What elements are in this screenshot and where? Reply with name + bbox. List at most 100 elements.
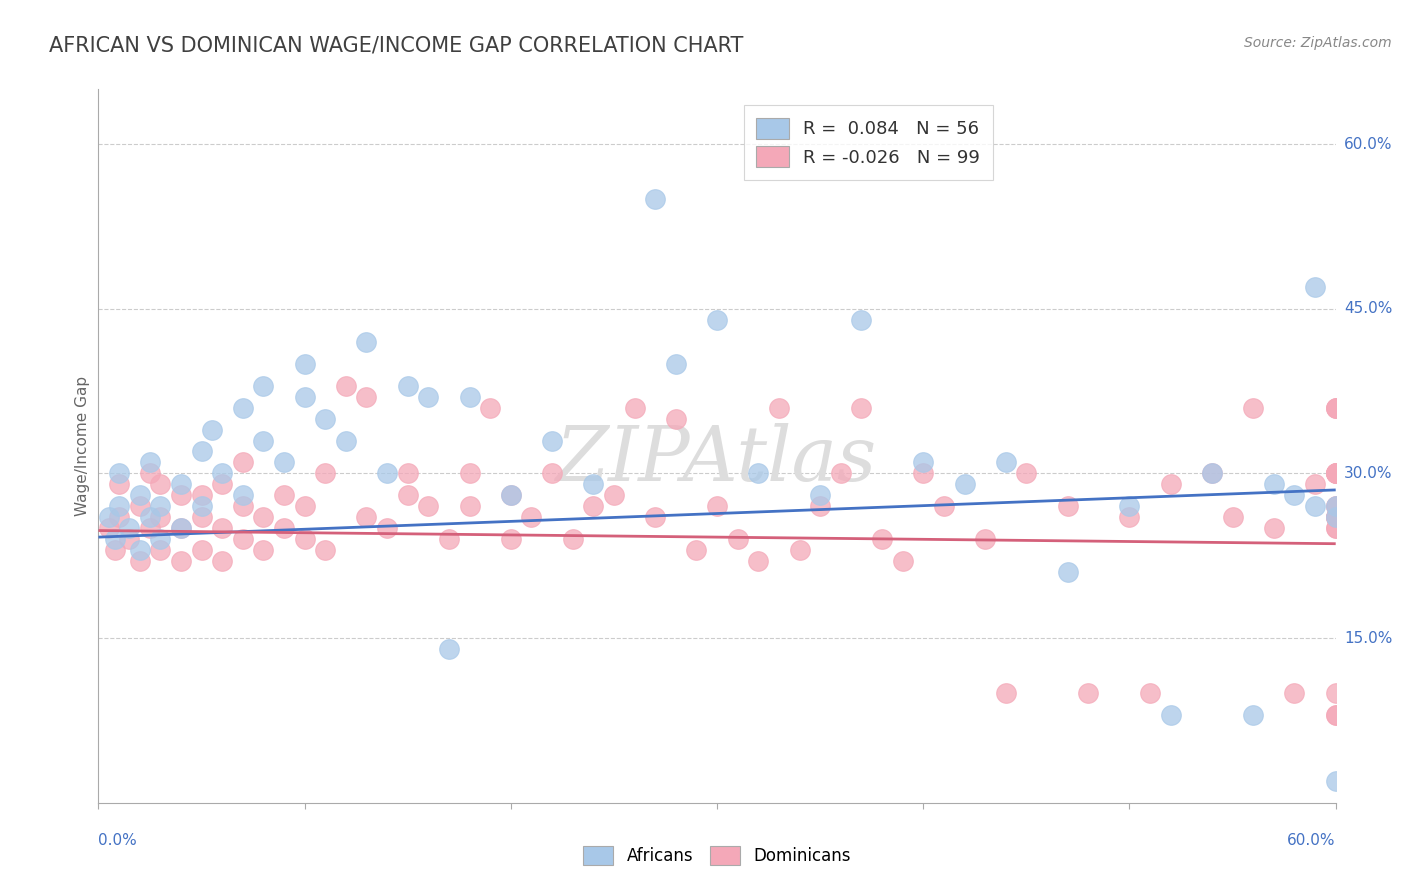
Point: [1263, 477, 1285, 491]
Point: [1324, 467, 1347, 481]
Point: [294, 500, 316, 514]
Point: [232, 488, 254, 502]
Point: [1241, 401, 1264, 415]
Point: [149, 533, 172, 547]
Point: [1324, 500, 1347, 514]
Point: [582, 477, 605, 491]
Point: [870, 533, 893, 547]
Point: [232, 455, 254, 469]
Point: [118, 533, 141, 547]
Point: [1324, 401, 1347, 415]
Point: [747, 554, 769, 568]
Point: [190, 543, 212, 558]
Point: [139, 455, 162, 469]
Point: [252, 510, 274, 524]
Point: [665, 411, 688, 425]
Point: [520, 510, 543, 524]
Point: [458, 467, 481, 481]
Text: 60.0%: 60.0%: [1344, 136, 1392, 152]
Point: [499, 488, 522, 502]
Point: [252, 378, 274, 392]
Point: [356, 510, 378, 524]
Point: [104, 543, 127, 558]
Point: [994, 686, 1017, 700]
Text: 0.0%: 0.0%: [98, 833, 138, 848]
Point: [603, 488, 626, 502]
Point: [1303, 477, 1326, 491]
Y-axis label: Wage/Income Gap: Wage/Income Gap: [75, 376, 90, 516]
Point: [108, 510, 131, 524]
Point: [149, 543, 172, 558]
Point: [1118, 500, 1140, 514]
Point: [294, 533, 316, 547]
Point: [953, 477, 976, 491]
Point: [1324, 773, 1347, 788]
Point: [623, 401, 645, 415]
Point: [1056, 500, 1078, 514]
Point: [149, 510, 172, 524]
Point: [458, 500, 481, 514]
Point: [294, 390, 316, 404]
Point: [97, 510, 120, 524]
Point: [356, 390, 378, 404]
Point: [1324, 521, 1347, 535]
Point: [252, 434, 274, 448]
Point: [252, 543, 274, 558]
Point: [891, 554, 914, 568]
Point: [149, 477, 172, 491]
Point: [273, 521, 295, 535]
Point: [1303, 280, 1326, 294]
Point: [97, 521, 120, 535]
Point: [170, 477, 193, 491]
Point: [1284, 488, 1306, 502]
Point: [170, 554, 193, 568]
Point: [314, 411, 336, 425]
Point: [139, 510, 162, 524]
Point: [418, 500, 440, 514]
Point: [1324, 521, 1347, 535]
Point: [1324, 467, 1347, 481]
Point: [685, 543, 707, 558]
Point: [932, 500, 955, 514]
Point: [104, 533, 127, 547]
Point: [1160, 708, 1182, 723]
Point: [1324, 510, 1347, 524]
Point: [747, 467, 769, 481]
Point: [727, 533, 749, 547]
Point: [118, 521, 141, 535]
Point: [139, 467, 162, 481]
Point: [273, 455, 295, 469]
Text: ZIPAtlas: ZIPAtlas: [557, 424, 877, 497]
Point: [128, 488, 150, 502]
Text: 45.0%: 45.0%: [1344, 301, 1392, 317]
Point: [851, 401, 873, 415]
Text: 30.0%: 30.0%: [1344, 466, 1392, 481]
Point: [139, 521, 162, 535]
Point: [1324, 500, 1347, 514]
Point: [335, 378, 357, 392]
Point: [1201, 467, 1223, 481]
Point: [170, 521, 193, 535]
Point: [541, 434, 564, 448]
Point: [356, 334, 378, 349]
Point: [706, 312, 728, 326]
Text: AFRICAN VS DOMINICAN WAGE/INCOME GAP CORRELATION CHART: AFRICAN VS DOMINICAN WAGE/INCOME GAP COR…: [49, 36, 744, 55]
Point: [644, 510, 666, 524]
Point: [128, 543, 150, 558]
Point: [437, 642, 460, 657]
Point: [232, 401, 254, 415]
Point: [211, 477, 233, 491]
Point: [1201, 467, 1223, 481]
Point: [190, 510, 212, 524]
Text: 60.0%: 60.0%: [1288, 833, 1336, 848]
Point: [1324, 510, 1347, 524]
Point: [1324, 401, 1347, 415]
Point: [396, 488, 419, 502]
Point: [458, 390, 481, 404]
Point: [190, 488, 212, 502]
Point: [665, 357, 688, 371]
Point: [541, 467, 564, 481]
Point: [706, 500, 728, 514]
Point: [1324, 467, 1347, 481]
Point: [396, 378, 419, 392]
